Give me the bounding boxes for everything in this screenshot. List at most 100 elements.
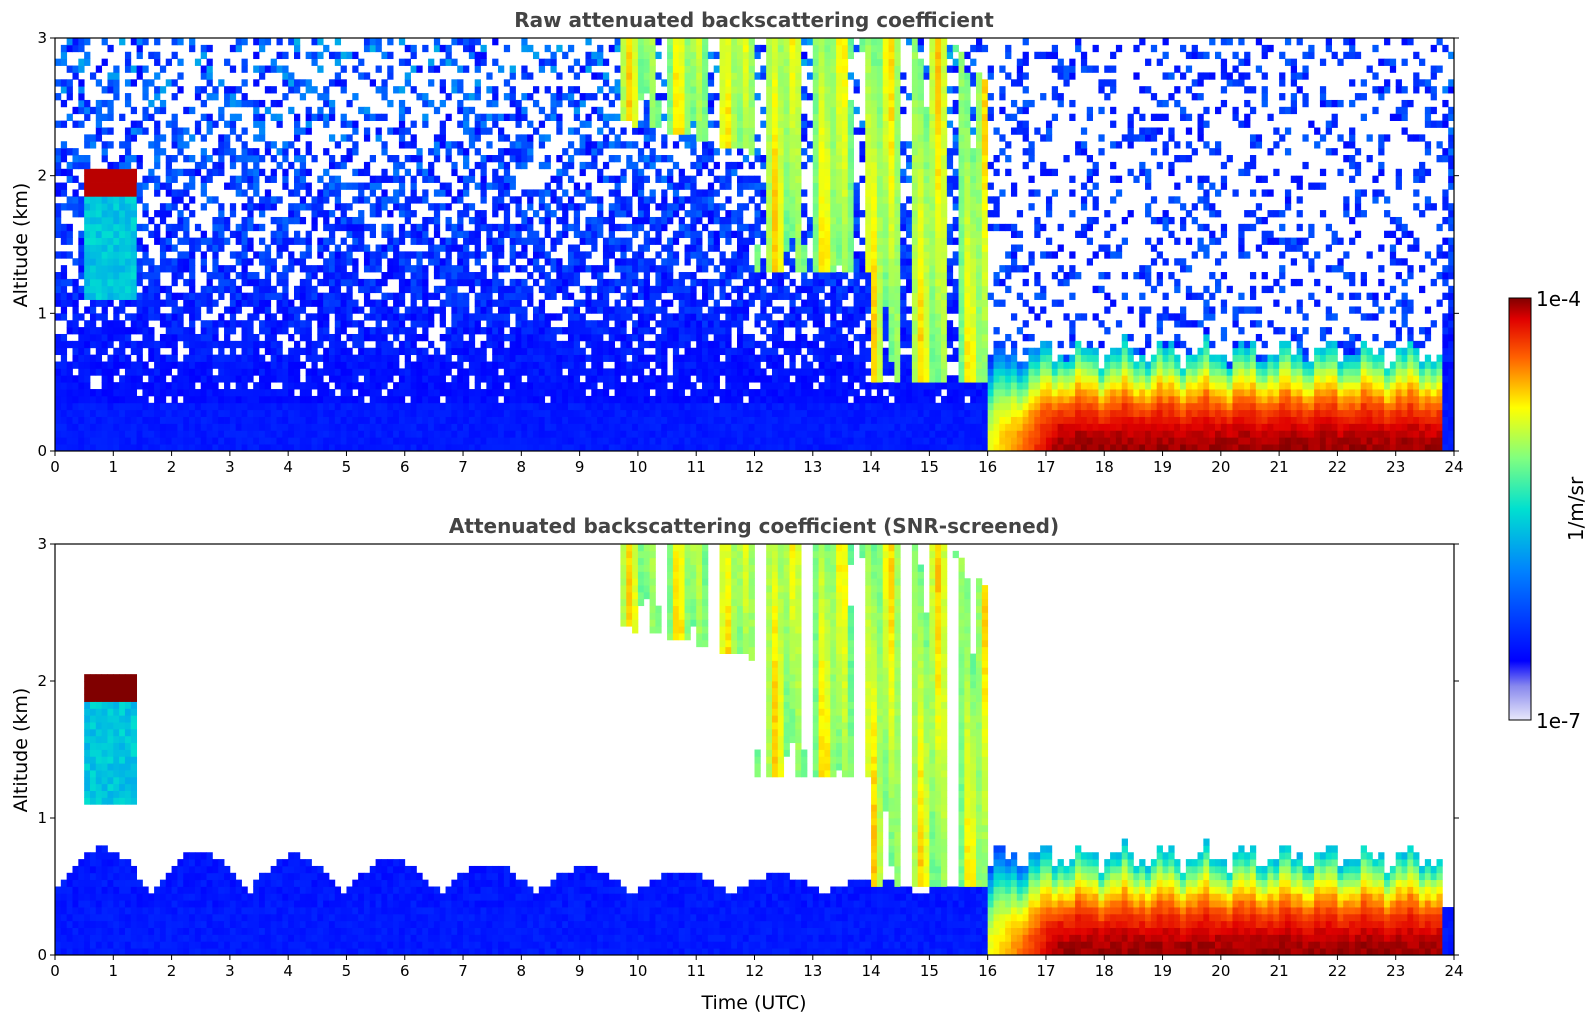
heatmap-cell xyxy=(562,444,569,451)
heatmap-cell xyxy=(206,327,213,335)
heatmap-cell xyxy=(556,409,563,417)
heatmap-cell xyxy=(328,99,336,108)
heatmap-cell xyxy=(317,237,324,245)
heatmap-cell xyxy=(480,51,487,60)
heatmap-cell xyxy=(311,196,318,204)
heatmap-cell xyxy=(486,416,493,424)
heatmap-cell xyxy=(538,320,546,328)
heatmap-cell xyxy=(754,244,761,252)
heatmap-cell xyxy=(474,361,481,369)
heatmap-cell xyxy=(579,437,586,445)
heatmap-cell xyxy=(451,423,458,431)
heatmap-cell xyxy=(363,299,371,307)
heatmap-cell xyxy=(276,402,283,411)
heatmap-cell xyxy=(544,210,551,218)
heatmap-cell xyxy=(334,175,342,183)
heatmap-cell xyxy=(643,51,650,60)
heatmap-cell xyxy=(503,93,511,101)
heatmap-cell xyxy=(200,182,207,190)
heatmap-cell xyxy=(60,382,68,390)
heatmap-cell xyxy=(107,106,114,115)
heatmap-cell xyxy=(416,168,423,177)
heatmap-cell xyxy=(702,423,709,431)
heatmap-cell xyxy=(433,306,441,314)
heatmap-cell xyxy=(719,203,726,211)
heatmap-cell xyxy=(270,361,277,369)
heatmap-cell xyxy=(194,333,202,342)
heatmap-cell xyxy=(643,237,650,245)
heatmap-cell xyxy=(707,230,715,239)
heatmap-cell xyxy=(725,292,732,300)
heatmap-cell xyxy=(643,106,650,115)
heatmap-cell xyxy=(270,375,277,383)
heatmap-cell xyxy=(439,141,446,149)
heatmap-cell xyxy=(416,237,423,245)
heatmap-cell xyxy=(754,182,761,190)
heatmap-cell xyxy=(515,141,522,149)
heatmap-cell xyxy=(189,258,196,266)
heatmap-cell xyxy=(334,327,342,335)
heatmap-cell xyxy=(84,320,91,328)
heatmap-cell xyxy=(171,93,178,101)
heatmap-cell xyxy=(754,354,761,362)
heatmap-cell xyxy=(317,340,324,349)
heatmap-cell xyxy=(742,278,750,287)
heatmap-cell xyxy=(515,299,522,307)
heatmap-cell xyxy=(567,389,575,397)
heatmap-cell xyxy=(608,189,615,197)
heatmap-cell xyxy=(480,113,487,121)
heatmap-cell xyxy=(130,203,138,211)
heatmap-cell xyxy=(259,340,266,349)
heatmap-cell xyxy=(194,395,202,404)
heatmap-cell xyxy=(737,423,744,431)
heatmap-cell xyxy=(165,155,172,163)
heatmap-cell xyxy=(124,285,132,294)
heatmap-cell xyxy=(620,409,627,417)
heatmap-cell xyxy=(614,382,621,390)
heatmap-cell xyxy=(725,409,732,417)
heatmap-cell xyxy=(532,395,540,404)
heatmap-cell xyxy=(468,106,476,115)
heatmap-cell xyxy=(282,306,289,314)
heatmap-cell xyxy=(620,444,627,451)
heatmap-cell xyxy=(253,402,260,411)
heatmap-cell xyxy=(101,113,108,121)
heatmap-cell xyxy=(754,361,761,369)
heatmap-cell xyxy=(416,278,423,287)
heatmap-cell xyxy=(381,423,388,431)
heatmap-cell xyxy=(381,251,388,259)
heatmap-cell xyxy=(597,437,604,445)
heatmap-cell xyxy=(264,375,272,383)
heatmap-cell xyxy=(165,368,172,376)
heatmap-cell xyxy=(159,368,167,376)
heatmap-cell xyxy=(276,161,283,170)
heatmap-cell xyxy=(323,99,330,108)
heatmap-cell xyxy=(358,58,365,66)
heatmap-cell xyxy=(754,437,761,445)
heatmap-cell xyxy=(416,416,423,424)
heatmap-cell xyxy=(532,368,540,376)
heatmap-cell xyxy=(667,168,674,177)
heatmap-cell xyxy=(690,347,697,356)
heatmap-cell xyxy=(667,409,674,417)
heatmap-cell xyxy=(643,72,650,80)
heatmap-cell xyxy=(468,313,476,321)
heatmap-cell xyxy=(538,237,546,245)
heatmap-cell xyxy=(567,93,575,101)
heatmap-cell xyxy=(422,196,429,204)
heatmap-cell xyxy=(72,72,79,80)
heatmap-cell xyxy=(235,134,242,142)
heatmap-cell xyxy=(433,210,441,218)
heatmap-cell xyxy=(457,444,464,451)
heatmap-cell xyxy=(159,106,167,115)
heatmap-cell xyxy=(696,203,703,211)
heatmap-cell xyxy=(305,278,312,287)
heatmap-cell xyxy=(311,423,318,431)
heatmap-cell xyxy=(171,196,178,204)
heatmap-cell xyxy=(113,333,120,342)
heatmap-cell xyxy=(748,141,755,149)
heatmap-cell xyxy=(84,113,91,121)
heatmap-cell xyxy=(591,389,598,397)
heatmap-cell xyxy=(410,389,417,397)
heatmap-cell xyxy=(433,347,441,356)
